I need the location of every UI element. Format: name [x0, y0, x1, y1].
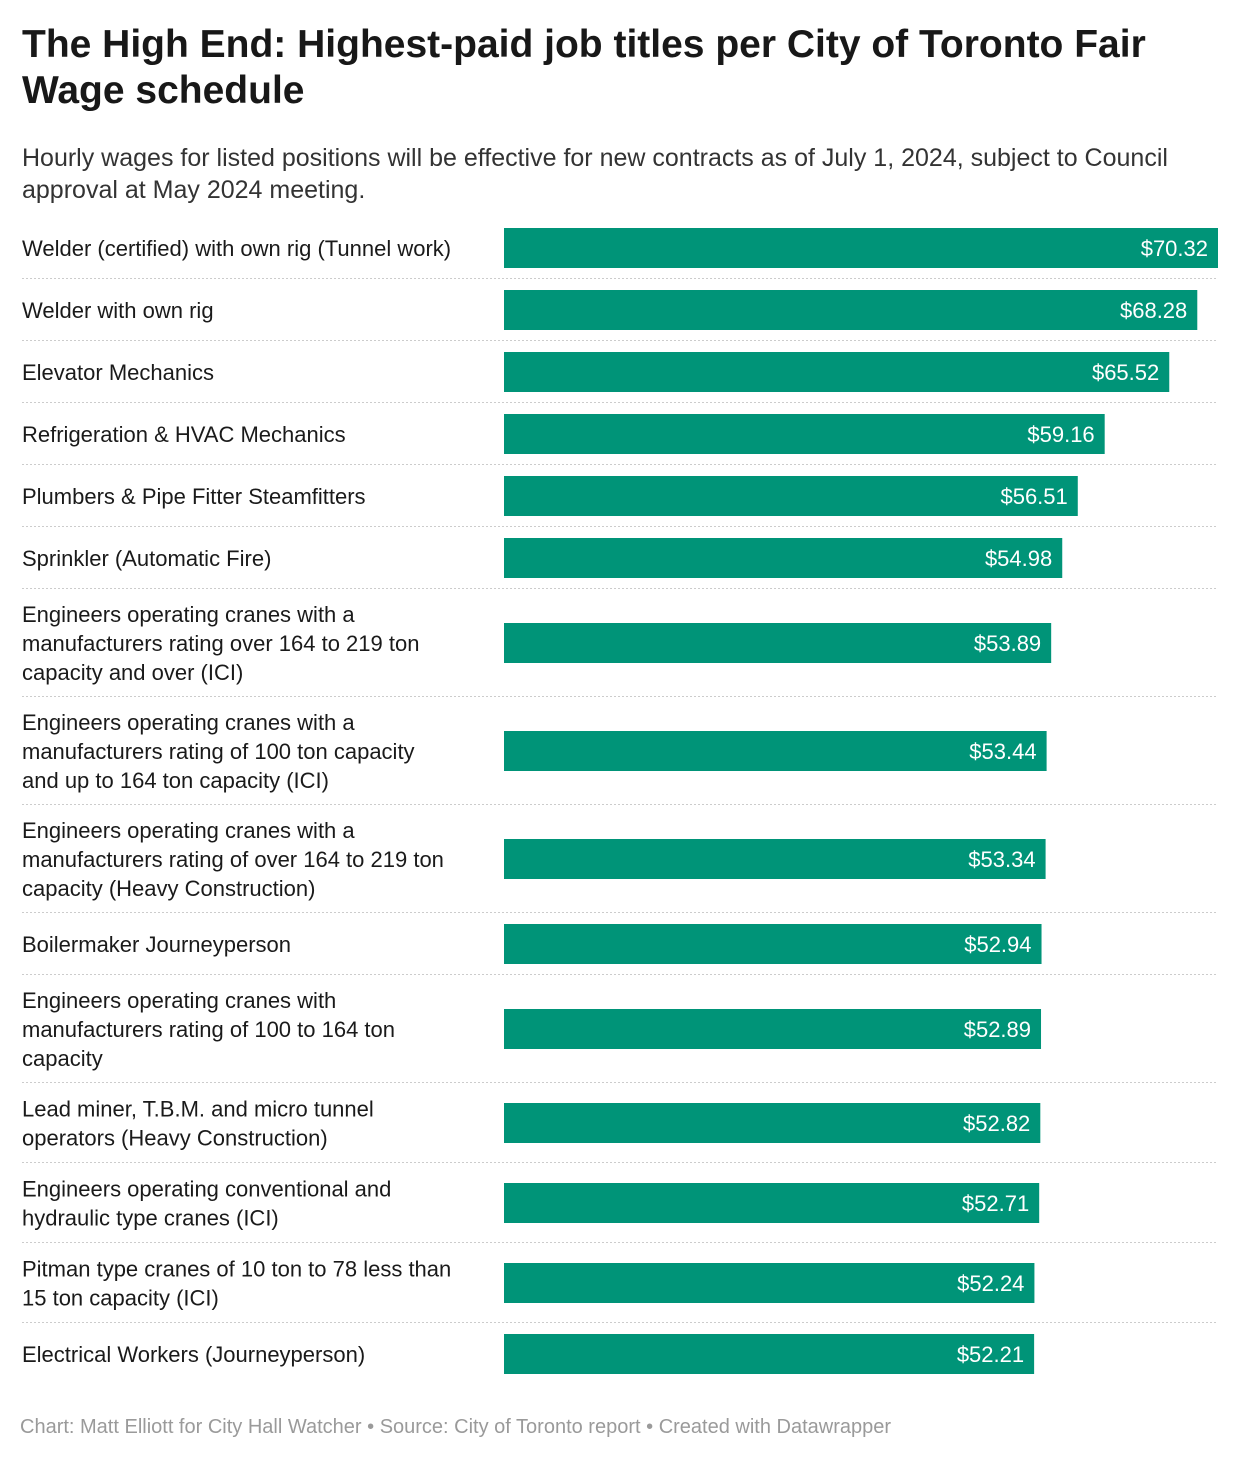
bar [504, 623, 1052, 663]
bar-value-label: $56.51 [1000, 484, 1067, 509]
bar-value-label: $52.21 [957, 1342, 1024, 1367]
bar-value-label: $52.94 [964, 932, 1031, 957]
row-label-line: manufacturers rating of 100 to 164 ton [22, 1017, 395, 1042]
row-label: Boilermaker Journeyperson [22, 932, 291, 957]
row-label: Refrigeration & HVAC Mechanics [22, 422, 346, 447]
bar-value-label: $52.71 [962, 1191, 1029, 1216]
chart-footer: Chart: Matt Elliott for City Hall Watche… [20, 1414, 1220, 1440]
bar-value-label: $52.89 [964, 1017, 1031, 1042]
row-label-line: capacity and over (ICI) [22, 660, 243, 685]
row-label-line: operators (Heavy Construction) [22, 1126, 328, 1151]
row-label-line: hydraulic type cranes (ICI) [22, 1206, 279, 1231]
row-label-line: Refrigeration & HVAC Mechanics [22, 422, 346, 447]
row-label: Welder (certified) with own rig (Tunnel … [22, 236, 451, 261]
bar-value-label: $54.98 [985, 546, 1052, 571]
row-label-line: and up to 164 ton capacity (ICI) [22, 768, 329, 793]
bar [504, 476, 1078, 516]
row-label-line: manufacturers rating of over 164 to 219 … [22, 847, 444, 872]
bar-chart: Welder (certified) with own rig (Tunnel … [22, 228, 1218, 1374]
bar-value-label: $59.16 [1027, 422, 1094, 447]
row-label: Engineers operating conventional and hydr… [22, 1177, 391, 1231]
bar [504, 1009, 1042, 1049]
row-label-line: Electrical Workers (Journeyperson) [22, 1342, 365, 1367]
row-label-line: Engineers operating cranes with a [22, 710, 355, 735]
footer-separator: • [640, 1416, 659, 1438]
bar [504, 1263, 1035, 1303]
row-label-line: Elevator Mechanics [22, 360, 214, 385]
row-label: Electrical Workers (Journeyperson) [22, 1342, 365, 1367]
chart-subtitle: Hourly wages for listed positions will b… [22, 144, 1168, 204]
row-label-line: Lead miner, T.B.M. and micro tunnel [22, 1097, 374, 1122]
row-label: Lead miner, T.B.M. and micro tunnel opera… [22, 1097, 374, 1151]
bar [504, 1103, 1041, 1143]
bar [504, 839, 1046, 879]
bar [504, 414, 1105, 454]
bar [504, 290, 1198, 330]
row-label-line: Welder (certified) with own rig (Tunnel … [22, 236, 451, 261]
footer-source: Source: City of Toronto report [379, 1416, 641, 1438]
bar [504, 1334, 1035, 1374]
row-label: Sprinkler (Automatic Fire) [22, 546, 271, 571]
bar-value-label: $70.32 [1141, 236, 1208, 261]
chart-title: The High End: Highest-paid job titles pe… [22, 23, 1146, 112]
row-label-line: 15 ton capacity (ICI) [22, 1286, 219, 1311]
footer-credit: Chart: Matt Elliott for City Hall Watche… [20, 1416, 362, 1438]
row-label-line: Welder with own rig [22, 298, 214, 323]
row-label-line: capacity [22, 1046, 103, 1071]
row-label-line: Engineers operating cranes with a [22, 818, 355, 843]
row-label-line: capacity (Heavy Construction) [22, 876, 315, 901]
row-label-line: Plumbers & Pipe Fitter Steamfitters [22, 484, 366, 509]
bar-value-label: $53.34 [968, 847, 1035, 872]
bar [504, 352, 1170, 392]
bar [504, 538, 1063, 578]
row-label-line: manufacturers rating over 164 to 219 ton [22, 631, 419, 656]
row-label: Engineers operating cranes with manufactu… [22, 988, 395, 1071]
row-label: Elevator Mechanics [22, 360, 214, 385]
footer-separator: • [361, 1416, 380, 1438]
bar [504, 924, 1042, 964]
bar-value-label: $68.28 [1120, 298, 1187, 323]
row-label-line: Sprinkler (Automatic Fire) [22, 546, 271, 571]
row-label-line: Boilermaker Journeyperson [22, 932, 291, 957]
bar-value-label: $53.89 [974, 631, 1041, 656]
row-label-line: Pitman type cranes of 10 ton to 78 less … [22, 1257, 451, 1282]
row-label-line: Engineers operating cranes with [22, 988, 336, 1013]
row-label-line: Engineers operating conventional and [22, 1177, 391, 1202]
bar [504, 731, 1047, 771]
row-label-line: manufacturers rating of 100 ton capacity [22, 739, 415, 764]
bar [504, 1183, 1040, 1223]
bar-value-label: $53.44 [969, 739, 1036, 764]
footer-tool: Created with Datawrapper [658, 1416, 892, 1438]
row-label: Engineers operating cranes with a manufac… [22, 710, 415, 793]
row-label: Engineers operating cranes with a manufac… [22, 818, 444, 901]
row-label: Pitman type cranes of 10 ton to 78 less … [22, 1257, 451, 1311]
bar-value-label: $52.24 [957, 1271, 1024, 1296]
bar [504, 228, 1218, 268]
row-label-line: Engineers operating cranes with a [22, 602, 355, 627]
bar-value-label: $52.82 [963, 1111, 1030, 1136]
row-label: Engineers operating cranes with a manufac… [22, 602, 419, 685]
row-label: Welder with own rig [22, 298, 214, 323]
bar-value-label: $65.52 [1092, 360, 1159, 385]
row-label: Plumbers & Pipe Fitter Steamfitters [22, 484, 366, 509]
